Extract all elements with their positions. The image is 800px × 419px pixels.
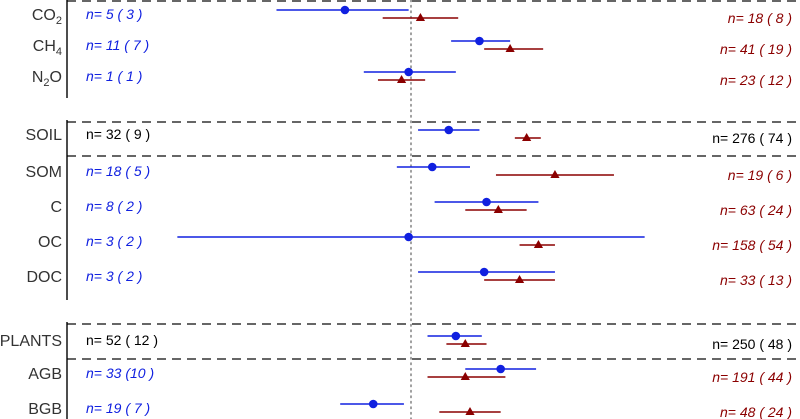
n-label-b-c: n= 63 ( 24 ) — [720, 202, 792, 218]
point-b-c — [493, 205, 503, 213]
n-label-a-doc: n= 3 ( 2 ) — [86, 268, 142, 284]
point-a-soil — [444, 125, 454, 135]
n-label-a-plants: n= 52 ( 12 ) — [86, 332, 158, 348]
point-a-bgb — [368, 399, 378, 409]
n-label-a-co: n= 5 ( 3 ) — [86, 6, 142, 22]
n-label-b-som: n= 19 ( 6 ) — [728, 167, 792, 183]
n-label-a-som: n= 18 ( 5 ) — [86, 163, 150, 179]
row-label-n: N2O — [32, 69, 62, 89]
point-b-soil — [522, 133, 532, 141]
row-label-doc: DOC — [26, 269, 62, 286]
point-a-co — [340, 5, 350, 15]
point-a-oc — [404, 232, 413, 242]
point-b-n — [396, 75, 407, 83]
point-b-bgb — [465, 407, 475, 415]
point-a-n — [404, 67, 413, 77]
group-separators — [67, 0, 800, 360]
point-estimates — [340, 5, 560, 415]
n-label-b-n: n= 23 ( 12 ) — [720, 72, 792, 88]
point-b-co — [415, 13, 426, 21]
n-label-a-bgb: n= 19 ( 7 ) — [86, 400, 150, 416]
n-label-a-ch: n= 11 ( 7 ) — [86, 37, 149, 53]
row-label-agb: AGB — [28, 366, 62, 383]
row-label-soil: SOIL — [26, 127, 63, 144]
n-label-b-oc: n= 158 ( 54 ) — [712, 237, 792, 253]
n-label-b-agb: n= 191 ( 44 ) — [712, 369, 792, 385]
point-a-agb — [496, 364, 505, 374]
point-a-som — [427, 162, 437, 172]
point-a-doc — [479, 267, 489, 277]
n-label-a-c: n= 8 ( 2 ) — [86, 198, 142, 214]
n-label-a-n: n= 1 ( 1 ) — [86, 68, 142, 84]
n-label-a-oc: n= 3 ( 2 ) — [86, 233, 142, 249]
point-a-plants — [451, 331, 461, 341]
row-label-c: C — [50, 199, 62, 216]
point-b-som — [550, 170, 560, 178]
row-label-som: SOM — [26, 164, 62, 181]
row-label-ch: CH4 — [33, 38, 62, 58]
point-b-oc — [533, 240, 544, 248]
sample-size-labels: n= 5 ( 3 ) n= 18 ( 8 ) n= 11 ( 7 ) n= 41 ( … — [86, 6, 792, 419]
point-b-ch — [505, 44, 515, 52]
point-a-c — [482, 197, 491, 207]
n-label-b-ch: n= 41 ( 19 ) — [720, 41, 792, 57]
point-b-agb — [460, 372, 470, 380]
point-b-doc — [514, 275, 525, 283]
n-label-b-doc: n= 33 ( 13 ) — [720, 272, 792, 288]
n-label-a-soil: n= 32 ( 9 ) — [86, 126, 150, 142]
n-label-a-agb: n= 33 (10 ) — [86, 365, 154, 381]
point-b-plants — [460, 339, 470, 347]
n-label-b-bgb: n= 48 ( 24 ) — [720, 404, 792, 419]
n-label-b-co: n= 18 ( 8 ) — [728, 10, 792, 26]
point-a-ch — [475, 36, 484, 46]
n-label-b-soil: n= 276 ( 74 ) — [712, 130, 792, 146]
row-labels: CO2 CH4 N2O SOIL SOM C OC DOC PLANTS AGB BGB — [0, 7, 62, 418]
row-label-bgb: BGB — [28, 401, 62, 418]
row-label-plants: PLANTS — [0, 333, 62, 350]
n-label-b-plants: n= 250 ( 48 ) — [712, 336, 792, 352]
row-label-oc: OC — [38, 234, 62, 251]
row-label-co: CO2 — [32, 7, 62, 27]
